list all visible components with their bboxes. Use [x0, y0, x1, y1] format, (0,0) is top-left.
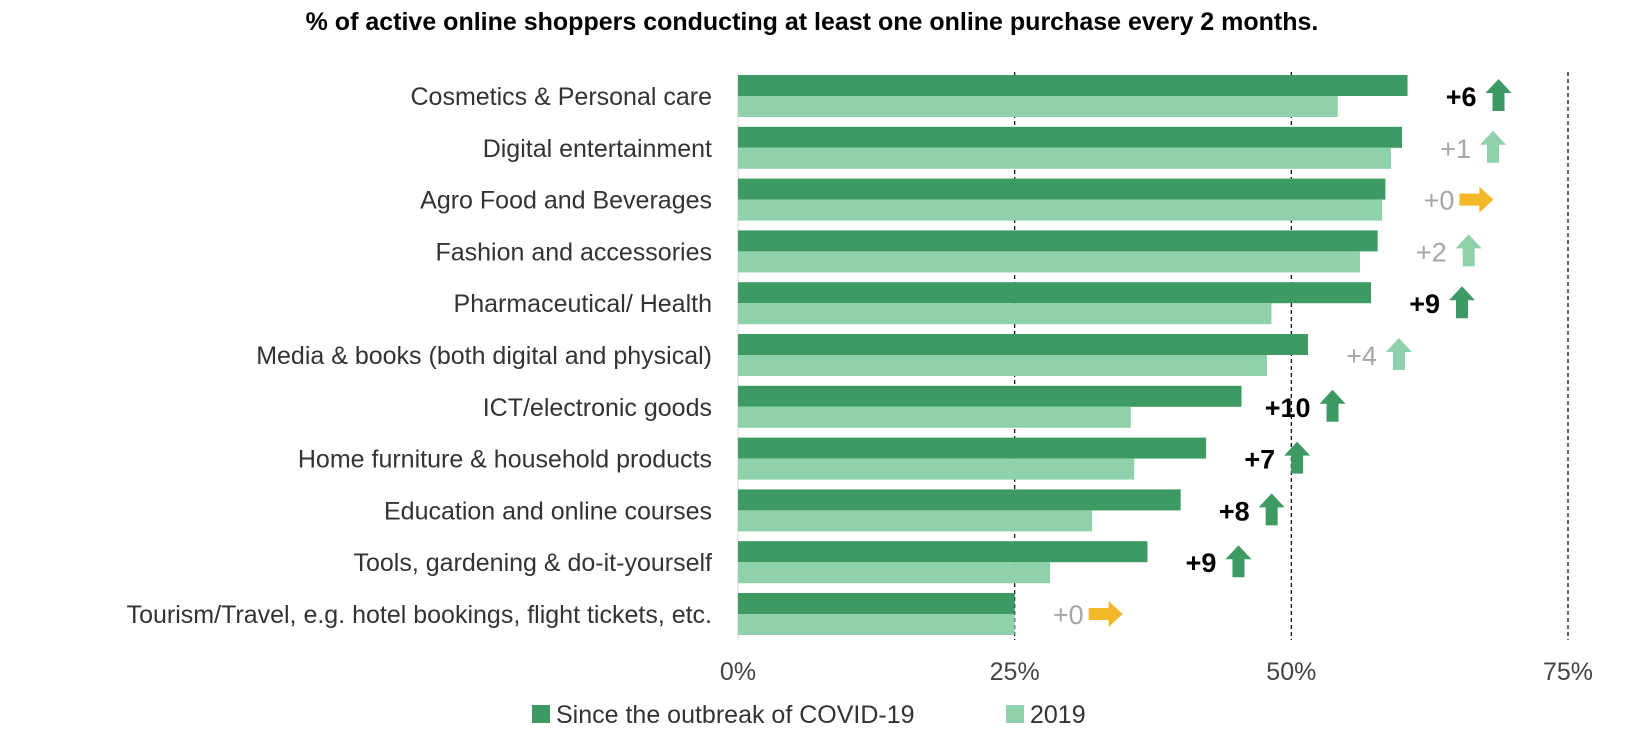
delta-label: +2 [1416, 237, 1447, 267]
delta-label: +7 [1244, 445, 1275, 475]
legend-label-2019: 2019 [1030, 701, 1086, 729]
bar-2019 [738, 406, 1131, 428]
chart-title: % of active online shoppers conducting a… [306, 8, 1319, 36]
legend-swatch-covid [532, 705, 550, 723]
x-tick-label: 50% [1266, 658, 1316, 686]
legend-label-covid: Since the outbreak of COVID-19 [556, 701, 915, 729]
x-tick-label: 25% [990, 658, 1040, 686]
arrow-up-icon [1485, 79, 1512, 111]
x-tick-label: 75% [1543, 658, 1593, 686]
bar-2019 [738, 96, 1338, 117]
bar-2019 [738, 147, 1391, 169]
bar-2019 [738, 614, 1015, 635]
annotations-layer: +6+1+0+2+9+4+10+7+8+9+0 [1053, 79, 1512, 630]
category-label: Education and online courses [384, 497, 712, 525]
category-label: Tools, gardening & do-it-yourself [353, 549, 712, 577]
category-label: Home furniture & household products [298, 446, 712, 474]
bar-2019 [738, 510, 1093, 532]
category-label: Digital entertainment [483, 135, 712, 163]
bar-2019 [738, 303, 1272, 325]
x-axis-ticks: 0% 25% 50% 75% [720, 658, 1593, 686]
bar-2019 [738, 251, 1360, 273]
delta-label: +1 [1440, 134, 1471, 164]
x-tick-label: 0% [720, 658, 756, 686]
arrow-up-icon [1480, 130, 1506, 163]
bar-covid [738, 489, 1181, 511]
bar-covid [738, 75, 1408, 96]
category-label: Pharmaceutical/ Health [454, 290, 712, 318]
bar-covid [738, 178, 1386, 200]
bar-covid [738, 437, 1207, 459]
bar-covid [738, 593, 1015, 614]
arrow-up-icon [1225, 545, 1252, 578]
category-label: ICT/electronic goods [483, 394, 712, 422]
bar-covid [738, 541, 1148, 563]
bar-covid [738, 126, 1402, 148]
category-label: Cosmetics & Personal care [410, 83, 712, 111]
category-label: Agro Food and Beverages [420, 187, 712, 215]
bar-2019 [738, 562, 1051, 584]
delta-label: +10 [1265, 393, 1311, 423]
bar-covid [738, 334, 1308, 355]
bar-covid [738, 282, 1372, 304]
arrow-right-icon [1459, 186, 1494, 213]
arrow-up-icon [1319, 389, 1346, 422]
category-label: Tourism/Travel, e.g. hotel bookings, fli… [127, 601, 712, 629]
arrow-right-icon [1088, 601, 1123, 627]
legend: Since the outbreak of COVID-19 2019 [532, 701, 1086, 729]
delta-label: +8 [1219, 496, 1250, 526]
legend-swatch-2019 [1006, 705, 1024, 723]
arrow-up-icon [1385, 338, 1412, 370]
arrow-up-icon [1449, 286, 1476, 319]
arrow-up-icon [1284, 441, 1311, 474]
delta-label: +9 [1409, 289, 1440, 319]
delta-label: +0 [1424, 186, 1455, 216]
delta-label: +9 [1186, 548, 1217, 578]
bar-covid [738, 230, 1378, 252]
bar-covid [738, 385, 1242, 407]
bars-layer [738, 75, 1408, 635]
delta-label: +4 [1346, 341, 1377, 371]
bar-2019 [738, 458, 1135, 480]
labels-layer: Cosmetics & Personal care Digital enterta… [127, 83, 712, 629]
bar-2019 [738, 199, 1383, 221]
delta-label: +6 [1446, 82, 1477, 112]
arrow-up-icon [1455, 234, 1482, 267]
category-label: Fashion and accessories [435, 238, 712, 266]
delta-label: +0 [1053, 600, 1084, 630]
category-label: Media & books (both digital and physical… [256, 342, 712, 370]
bar-2019 [738, 355, 1267, 376]
arrow-up-icon [1258, 493, 1285, 526]
